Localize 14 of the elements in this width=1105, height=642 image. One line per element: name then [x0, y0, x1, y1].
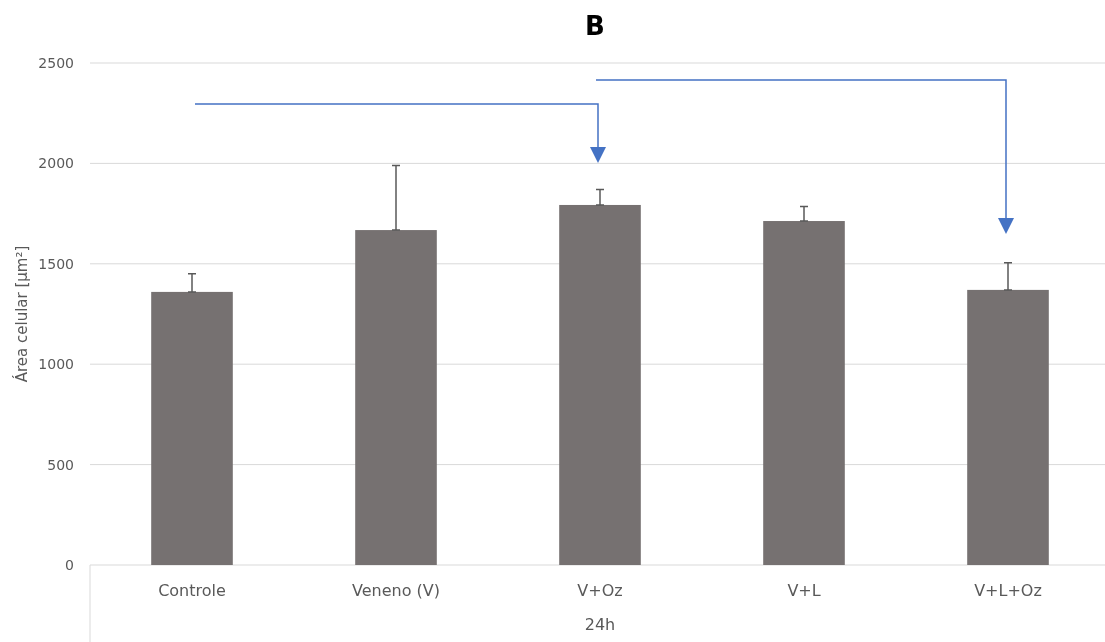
x-tick-label: V+L [787, 581, 821, 601]
y-tick-label: 2000 [38, 155, 74, 172]
y-tick-label: 1500 [38, 255, 74, 272]
x-tick-label: Veneno (V) [352, 581, 440, 601]
y-tick-label: 500 [47, 456, 74, 473]
y-axis-title: Área celular [µm²] [12, 245, 31, 383]
x-axis-title: 24h [584, 615, 616, 634]
y-tick-label: 0 [65, 556, 74, 573]
chart-title: B [585, 11, 605, 41]
y-tick-label: 2500 [38, 54, 74, 71]
y-tick-label: 1000 [38, 356, 74, 373]
x-tick-label: V+L+Oz [974, 581, 1042, 601]
x-tick-label: V+Oz [577, 581, 623, 601]
x-tick-label: Controle [158, 581, 226, 601]
